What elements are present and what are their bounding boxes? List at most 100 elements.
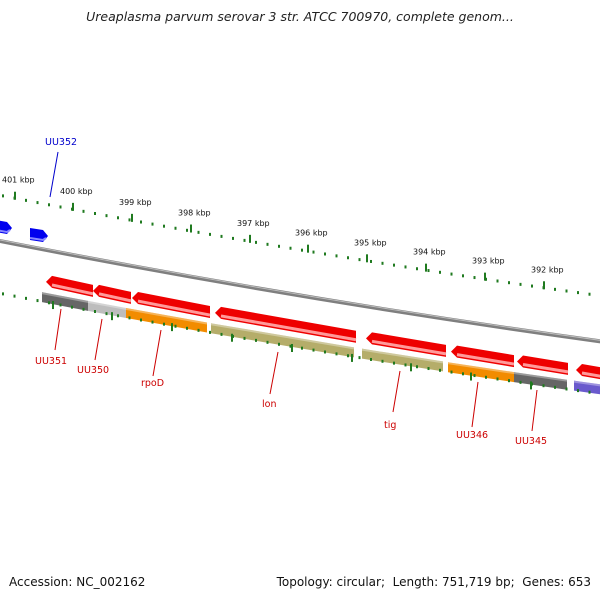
accession-value: NC_002162: [76, 575, 146, 589]
tick-dot: [186, 228, 188, 232]
cog-segment: [574, 380, 600, 395]
topology-value: circular: [336, 575, 381, 589]
cog-segment-highlight: [361, 348, 444, 364]
reverse-gene-shade: [98, 292, 132, 303]
gene-leader-line: [54, 308, 62, 351]
gene-label[interactable]: UU346: [456, 430, 488, 441]
cog-segment-highlight: [125, 307, 208, 325]
tick-dot: [335, 254, 338, 258]
tick-dot: [243, 336, 246, 340]
tick-dot: [209, 232, 211, 236]
genome-summary-footer: Topology: circular; Length: 751,719 bp; …: [276, 575, 591, 589]
cog-segment: [42, 292, 88, 311]
tick-dot: [128, 218, 131, 222]
tick-dot: [554, 385, 556, 389]
tick-dot: [197, 230, 200, 234]
tick-dot: [496, 279, 499, 283]
tick-dot: [220, 234, 223, 238]
reverse-gene-arrow: [576, 363, 600, 380]
tick-dot: [462, 274, 464, 278]
cog-segment-highlight: [210, 323, 355, 350]
forward-gene-shade: [29, 237, 47, 242]
gene-label[interactable]: lon: [262, 399, 276, 410]
tick-dot: [324, 252, 326, 256]
gene-leader-line: [152, 329, 162, 377]
reverse-gene-shade: [522, 363, 569, 374]
major-tick: [307, 244, 309, 253]
major-tick: [131, 213, 133, 222]
tick-dot: [25, 198, 27, 202]
tick-dot: [174, 324, 177, 328]
tick-dot: [301, 248, 303, 252]
major-tick: [351, 353, 353, 362]
tick-dot: [588, 292, 591, 296]
major-tick: [171, 323, 173, 332]
cog-track: [41, 292, 600, 395]
reverse-gene-shade: [220, 314, 357, 342]
tick-dot: [473, 276, 476, 280]
gene-label[interactable]: UU345: [515, 436, 547, 447]
tick-dot: [496, 377, 499, 381]
major-tick: [543, 281, 545, 290]
major-tick: [530, 381, 532, 390]
tick-dot: [370, 357, 372, 361]
tick-dot: [404, 363, 407, 367]
tick-dot: [220, 332, 223, 336]
tick-dot: [59, 303, 62, 307]
length-value: 751,719 bp: [441, 575, 511, 589]
tick-dot: [48, 301, 50, 305]
cog-segment: [88, 300, 126, 318]
tick-dot: [577, 389, 579, 393]
gene-label[interactable]: tig: [384, 420, 396, 431]
gene-leader-line: [471, 381, 479, 428]
tick-dot: [301, 346, 303, 350]
gene-labels: UU352 UU351 UU350 rpoD lon tig UU346 UU345: [35, 137, 547, 447]
tick-dot: [289, 344, 292, 348]
ruler-label: 392 kbp: [531, 265, 564, 274]
tick-dot: [393, 263, 395, 267]
tick-dot: [416, 267, 418, 271]
tick-dot: [347, 354, 349, 358]
tick-dot: [25, 296, 27, 300]
tick-dot: [151, 222, 154, 226]
tick-dot: [140, 318, 142, 322]
ruler-label: 394 kbp: [413, 248, 446, 257]
cog-segment: [514, 372, 567, 390]
reverse-strand-genes: [46, 275, 600, 380]
length-label: Length:: [392, 575, 439, 589]
gene-label[interactable]: UU351: [35, 356, 67, 367]
tick-dot: [151, 320, 154, 324]
tick-dot: [266, 340, 269, 344]
accession-label: Accession:: [9, 575, 73, 589]
gene-label[interactable]: UU352: [45, 137, 77, 148]
gene-leader-line: [94, 318, 103, 361]
tick-dot: [94, 212, 96, 216]
genes-label: Genes:: [522, 575, 565, 589]
tick-dot: [324, 350, 326, 354]
tick-dot: [163, 224, 165, 228]
tick-dot: [312, 250, 315, 254]
inner-tick-ring: [2, 292, 591, 394]
tick-dot: [71, 305, 73, 309]
tick-dot: [531, 284, 533, 288]
tick-dot: [508, 281, 510, 285]
gene-leader-line: [531, 389, 538, 432]
tick-dot: [347, 256, 349, 260]
cog-segment: [448, 362, 514, 383]
ruler-label: 395 kbp: [354, 238, 387, 247]
tick-dot: [2, 194, 4, 198]
tick-dot: [209, 330, 211, 334]
cog-segment-highlight: [41, 292, 89, 303]
gene-label[interactable]: rpoD: [141, 378, 164, 389]
tick-dot: [381, 359, 384, 363]
tick-dot: [312, 348, 315, 352]
tick-dot: [140, 220, 142, 224]
ruler-label: 401 kbp: [2, 176, 35, 185]
gene-label[interactable]: UU350: [77, 365, 109, 376]
ruler-label: 397 kbp: [237, 219, 270, 228]
tick-dot: [163, 322, 165, 326]
accession-footer: Accession: NC_002162: [9, 575, 145, 589]
gene-leader-line: [269, 351, 279, 395]
tick-dot: [278, 244, 280, 248]
